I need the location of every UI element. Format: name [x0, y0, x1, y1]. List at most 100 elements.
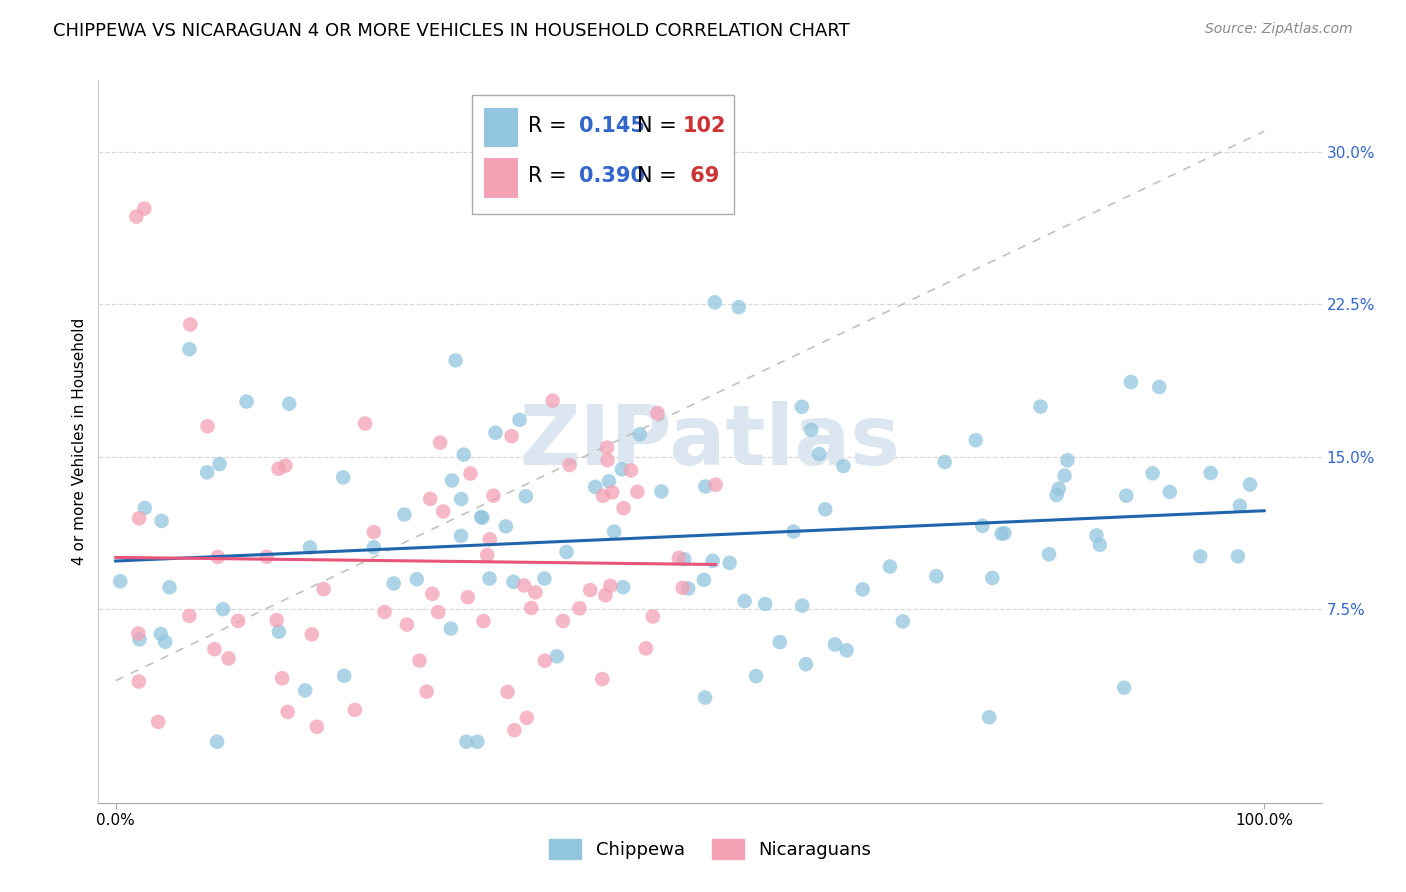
Point	[482, 489, 505, 503]
Point	[127, 626, 149, 640]
Point	[727, 300, 749, 314]
Point	[197, 419, 219, 434]
Point	[277, 705, 299, 719]
Point	[394, 508, 416, 522]
Point	[405, 572, 427, 586]
Point	[676, 582, 699, 596]
Point	[456, 735, 478, 749]
Point	[419, 491, 441, 506]
Point	[852, 582, 875, 597]
Point	[467, 735, 489, 749]
Point	[814, 502, 837, 516]
Point	[460, 467, 482, 481]
Point	[972, 518, 994, 533]
Point	[478, 572, 501, 586]
Point	[794, 657, 817, 672]
Point	[1085, 528, 1108, 542]
Point	[800, 423, 823, 437]
Point	[179, 342, 201, 356]
Point	[444, 353, 467, 368]
Point	[1046, 488, 1069, 502]
Text: N =: N =	[637, 116, 676, 136]
Point	[427, 605, 450, 619]
Point	[990, 526, 1012, 541]
Point	[128, 632, 150, 647]
Point	[312, 582, 335, 596]
Point	[453, 448, 475, 462]
Point	[891, 615, 914, 629]
Point	[1047, 482, 1070, 496]
Point	[226, 614, 249, 628]
Point	[1199, 466, 1222, 480]
Point	[583, 480, 606, 494]
Point	[600, 485, 623, 500]
Point	[782, 524, 804, 539]
Point	[790, 400, 813, 414]
Text: R =: R =	[527, 167, 567, 186]
Point	[596, 453, 619, 467]
Legend: Chippewa, Nicaraguans: Chippewa, Nicaraguans	[541, 831, 879, 866]
Point	[148, 714, 170, 729]
Point	[672, 581, 695, 595]
Point	[792, 599, 814, 613]
Point	[475, 548, 498, 562]
Point	[373, 605, 395, 619]
Point	[1239, 477, 1261, 491]
Point	[598, 475, 620, 489]
Point	[1114, 681, 1136, 695]
Point	[1189, 549, 1212, 564]
Point	[205, 735, 228, 749]
Point	[195, 466, 218, 480]
Point	[693, 690, 716, 705]
Point	[429, 435, 451, 450]
Point	[343, 703, 366, 717]
Point	[440, 622, 463, 636]
Point	[599, 579, 621, 593]
Point	[134, 500, 156, 515]
Point	[824, 637, 846, 651]
Point	[294, 683, 316, 698]
Text: 69: 69	[683, 167, 720, 186]
Point	[641, 609, 664, 624]
Point	[333, 669, 356, 683]
Point	[647, 406, 669, 420]
Text: 0.145: 0.145	[579, 116, 645, 136]
Point	[432, 504, 454, 518]
Point	[568, 601, 591, 615]
Point	[934, 455, 956, 469]
Point	[363, 524, 385, 539]
Point	[879, 559, 901, 574]
Point	[925, 569, 948, 583]
Y-axis label: 4 or more Vehicles in Household: 4 or more Vehicles in Household	[72, 318, 87, 566]
Point	[520, 601, 543, 615]
Point	[478, 533, 501, 547]
Point	[745, 669, 768, 683]
Point	[673, 552, 696, 566]
Point	[693, 573, 716, 587]
Point	[159, 580, 181, 594]
Point	[150, 514, 173, 528]
Point	[108, 574, 131, 589]
Point	[470, 510, 492, 524]
Point	[509, 413, 531, 427]
Point	[363, 541, 385, 555]
Point	[305, 720, 328, 734]
Point	[515, 489, 537, 503]
Point	[440, 474, 463, 488]
Point	[208, 457, 231, 471]
Point	[634, 641, 657, 656]
Point	[1142, 467, 1164, 481]
Point	[267, 624, 290, 639]
Point	[332, 470, 354, 484]
Point	[668, 550, 690, 565]
Point	[501, 429, 523, 443]
Point	[301, 627, 323, 641]
Point	[703, 295, 725, 310]
Point	[503, 723, 526, 738]
Point	[450, 491, 472, 506]
Point	[457, 590, 479, 604]
Point	[128, 674, 150, 689]
Point	[628, 427, 651, 442]
Point	[1119, 375, 1142, 389]
Point	[965, 433, 987, 447]
